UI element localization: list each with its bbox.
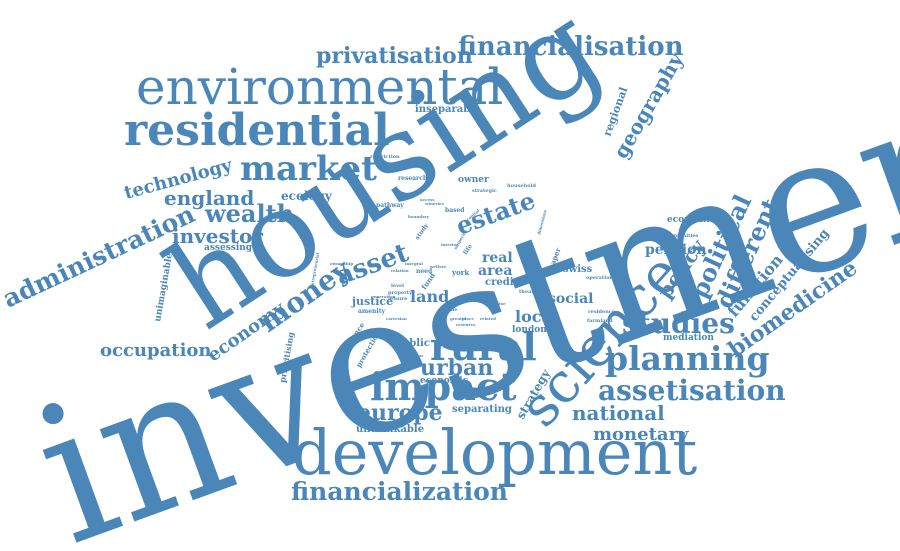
word-farmland: farmland [587,318,613,324]
word-amenity: amenity [358,308,385,315]
word-urban: urban [420,355,493,381]
word-rural: rural [430,324,537,369]
word-entrepreneurial: entrepreneurial [309,252,320,288]
word-owner: owner [458,175,489,185]
word-wealth: wealth [204,199,294,228]
word-mediation: mediation [663,333,714,343]
word-residential: residential [124,105,390,156]
word-level: level [391,283,404,289]
word-pension: pension [645,242,707,258]
word-economies: economies [667,215,721,225]
word-economic: economic [420,376,469,386]
word-home: home [442,307,457,313]
word-dimensions: dimensions [536,209,548,236]
word-land: land [410,287,449,306]
word-restriction: restriction [370,154,400,160]
word-strategic: strategic [472,188,497,194]
word-greater: greater [450,316,467,321]
word-london: london [512,325,547,335]
word-ecology: ecology [281,189,333,203]
word-relation: relation [391,268,409,273]
word-household: household [507,183,536,189]
word-occupation: occupation [100,340,212,361]
word-resource: resource [456,322,476,327]
word-mediator: mediator [403,353,424,358]
word-investor: investor [172,224,263,248]
word-europe: europe [357,400,443,426]
word-justice: justice [351,295,393,308]
word-interior: interior [441,242,459,247]
word-privatisation: privatisation [316,43,473,69]
word-environmental: environmental [136,58,503,116]
word-residence: residence [588,309,615,315]
word-financialisation: financialisation [458,32,684,62]
word-property: property [388,290,413,296]
word-assessing: assessing [204,243,253,253]
word-market: market [240,149,377,189]
word-wineries: wineries [424,201,445,206]
word-related: related [480,316,496,321]
word-england: england [164,186,254,210]
word-monetary: monetary [593,424,689,445]
word-studies: studies [622,307,735,340]
word-operation: operation [586,275,613,281]
word-boundary: boundary [408,214,430,219]
word-separating: separating [452,404,512,415]
word-need: need [416,268,433,275]
word-communities: communities [662,233,699,239]
word-research: research [398,175,428,182]
word-factor: factor [492,301,506,306]
word-ownership: ownership [330,261,353,266]
word-pathway: pathway [376,202,404,209]
word-credit: credit [485,277,519,288]
word-swiss: swiss [563,264,593,275]
word-integral: integral [405,261,423,266]
word-real: real [482,250,513,266]
word-unthinkable: unthinkable [356,424,424,435]
word-financialization: financialization [291,477,508,506]
word-welfare: welfare [429,264,447,269]
word-unimaginable: unimaginable [153,252,175,322]
word-place: place [462,316,474,321]
word-impact: impact [370,364,517,409]
word-local: local [515,307,558,326]
word-access: access [420,197,435,202]
word-assetisation: assetisation [598,374,786,407]
word-based: based [445,207,465,214]
word-leisure: leisure [388,296,407,302]
word-inseparable: inseparable [415,104,480,115]
word-planning: planning [605,339,770,378]
word-public: public [395,338,430,349]
word-york: york [451,268,469,277]
word-generation: generation [371,294,396,299]
word-social: social [548,291,593,307]
word-area: area [478,263,512,279]
word-cartesian: cartesian [386,316,407,321]
word-national: national [572,401,665,425]
word-theatre: theatre [519,289,540,295]
word-development: development [292,416,697,489]
